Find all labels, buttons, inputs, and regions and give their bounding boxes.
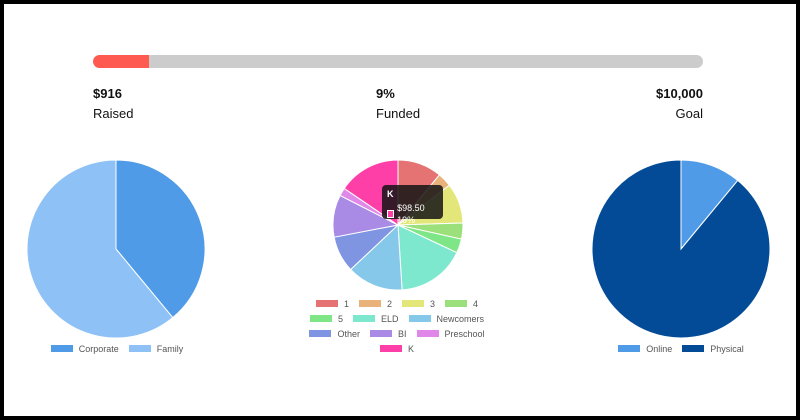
funding-progress-bar <box>93 55 703 68</box>
pie-slice-physical[interactable] <box>591 159 771 339</box>
legend-item-2[interactable]: 2 <box>358 298 392 309</box>
legend-swatch <box>358 300 381 307</box>
legend-swatch <box>352 315 375 322</box>
raised-label: Raised <box>93 106 134 121</box>
legend-item-family[interactable]: Family <box>128 343 184 354</box>
legend-label: Physical <box>710 343 744 354</box>
legend-item-4[interactable]: 4 <box>445 299 478 309</box>
legend-swatch <box>128 345 151 352</box>
channel-pie-chart[interactable] <box>591 159 771 339</box>
legend-label: K <box>407 343 414 354</box>
pie-slice-eld[interactable] <box>397 224 458 291</box>
legend-swatch <box>618 345 641 352</box>
legend-row: Other BI Preschool <box>294 327 500 340</box>
legend-label: Preschool <box>444 328 485 339</box>
legend-label: BI <box>397 328 407 339</box>
legend-label: ELD <box>380 313 399 324</box>
legend-item-bi[interactable]: BI <box>369 328 407 339</box>
stat-funded: 9% Funded <box>376 86 420 122</box>
legend-label: 3 <box>430 298 436 309</box>
funded-label: Funded <box>376 106 421 121</box>
goal-label: Goal <box>675 106 703 121</box>
stat-raised: $916 Raised <box>93 86 133 122</box>
stat-goal: $10,000 Goal <box>656 86 703 122</box>
legend-row: 5 ELD Newcomers <box>294 312 500 325</box>
legend-swatch <box>402 300 424 307</box>
legend-row: 1 2 3 4 <box>294 297 500 310</box>
tooltip-swatch <box>387 210 395 218</box>
grade-legend: 1 2 3 4 5 ELD Newcomers Other BI Preschool K <box>294 297 500 357</box>
legend-item-k[interactable]: K <box>379 343 414 354</box>
legend-row: Online Physical <box>569 342 793 355</box>
legend-swatch <box>445 300 468 307</box>
legend-label: 1 <box>343 298 349 309</box>
legend-swatch <box>315 300 338 307</box>
legend-label: Other <box>337 328 360 339</box>
legend-item-physical[interactable]: Physical <box>682 344 744 354</box>
legend-item-eld[interactable]: ELD <box>352 313 399 324</box>
legend-swatch <box>682 345 705 352</box>
channel-legend: Online Physical <box>569 342 793 357</box>
legend-swatch <box>416 330 439 337</box>
legend-label: Newcomers <box>436 313 485 324</box>
campaign-widget: $916 Raised 9% Funded $10,000 Goal Corpo… <box>4 4 796 416</box>
legend-label: Family <box>156 343 184 354</box>
legend-label: 5 <box>337 313 343 324</box>
legend-label: Corporate <box>78 343 119 354</box>
legend-item-5[interactable]: 5 <box>309 313 343 324</box>
funded-percent: 9% <box>376 86 395 101</box>
legend-swatch <box>309 315 332 322</box>
pie-slice-corporate[interactable] <box>115 159 206 319</box>
legend-item-3[interactable]: 3 <box>402 299 435 309</box>
legend-item-online[interactable]: Online <box>618 344 672 354</box>
legend-swatch <box>309 330 332 337</box>
legend-item-corporate[interactable]: Corporate <box>50 343 119 354</box>
funding-progress-fill <box>93 55 149 68</box>
legend-item-other[interactable]: Other <box>309 329 360 339</box>
donor-type-pie-chart[interactable] <box>26 159 206 339</box>
legend-label: 2 <box>386 298 392 309</box>
legend-label: Online <box>646 343 673 354</box>
tooltip-title: K <box>387 189 394 199</box>
pie-slice-family[interactable] <box>26 159 174 339</box>
tooltip-value: $98.50 19% <box>397 203 425 225</box>
legend-swatch <box>369 330 392 337</box>
legend-item-newcomers[interactable]: Newcomers <box>408 313 485 324</box>
legend-swatch <box>50 345 73 352</box>
legend-row: K <box>294 342 500 355</box>
chart-tooltip: K $98.50 19% <box>382 185 443 225</box>
legend-item-preschool[interactable]: Preschool <box>416 328 485 339</box>
grade-pie-chart[interactable] <box>332 159 464 291</box>
tooltip-body: $98.50 19% <box>387 202 438 226</box>
legend-label: 4 <box>473 298 479 309</box>
legend-item-1[interactable]: 1 <box>315 298 349 309</box>
legend-swatch <box>408 315 431 322</box>
goal-amount: $10,000 <box>656 86 703 101</box>
legend-swatch <box>379 345 402 352</box>
legend-row: Corporate Family <box>4 342 230 355</box>
pie-slice-newcomers[interactable] <box>349 223 403 291</box>
raised-amount: $916 <box>93 86 122 101</box>
donor-type-legend: Corporate Family <box>4 342 230 357</box>
